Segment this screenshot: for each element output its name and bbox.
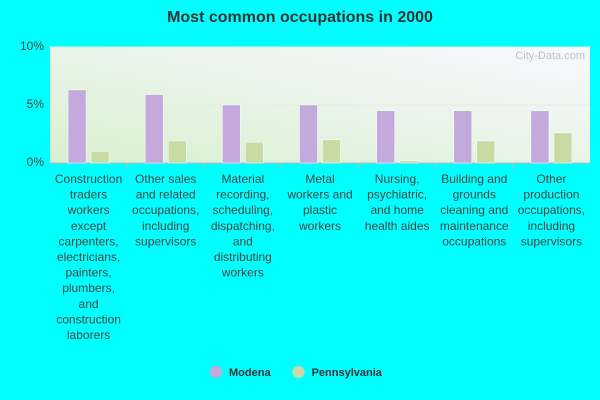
watermark: City-Data.com (515, 50, 585, 62)
bar (90, 151, 110, 164)
bar (399, 160, 418, 164)
legend-swatch (292, 366, 305, 378)
x-tick-label: Other production occupations, including supe… (518, 172, 585, 248)
bar (167, 140, 187, 164)
x-tick-label: Metal workers and plastic workers (286, 172, 352, 233)
legend-swatch (210, 366, 222, 378)
x-tick-label: Other sales and related occupations, includ… (132, 172, 199, 248)
y-tick-label: 0% (27, 155, 45, 169)
x-tick-label: Nursing, psychiatric, and home health aides (365, 172, 430, 233)
legend-label: Pennsylvania (312, 367, 383, 379)
bar (245, 141, 264, 164)
bar (453, 110, 473, 164)
bar (322, 139, 341, 164)
legend-label: Modena (229, 367, 271, 379)
bar (530, 110, 550, 164)
bar (476, 140, 496, 164)
y-tick-label: 5% (27, 97, 45, 111)
bar (553, 132, 573, 164)
bar (376, 110, 395, 164)
x-tick-label: Building and grounds cleaning and maintenan… (440, 172, 509, 248)
bar (222, 104, 241, 164)
x-tick-label: Material recording, scheduling, dispatching… (211, 172, 275, 280)
bar (144, 94, 164, 164)
bar (299, 104, 318, 164)
y-tick-label: 10% (20, 39, 44, 53)
x-tick-label: Construction traders workers except carpente… (55, 172, 122, 342)
bar (67, 89, 87, 164)
chart-title: Most common occupations in 2000 (167, 9, 433, 26)
